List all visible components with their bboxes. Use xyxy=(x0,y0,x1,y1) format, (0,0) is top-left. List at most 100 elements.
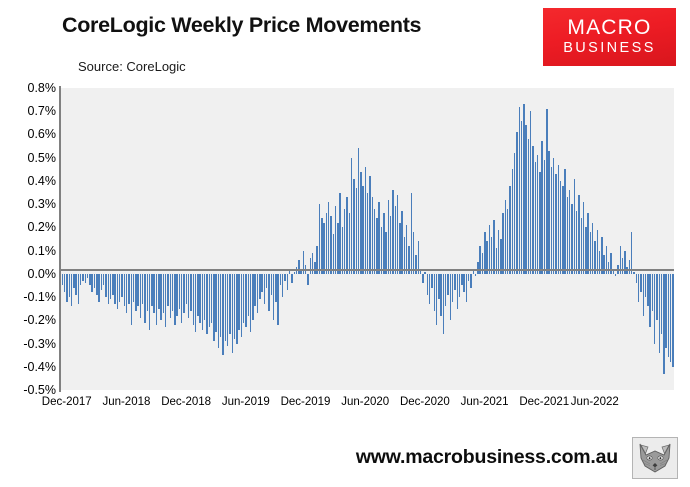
bar xyxy=(160,273,162,321)
bar xyxy=(504,199,507,274)
bar xyxy=(463,273,465,293)
bar xyxy=(194,273,197,332)
bar xyxy=(89,273,91,286)
bar xyxy=(490,236,493,274)
bar xyxy=(527,139,530,274)
logo-text-macro: MACRO xyxy=(567,16,652,40)
bar xyxy=(500,239,502,274)
bar xyxy=(178,273,181,309)
bar xyxy=(288,269,291,274)
bar xyxy=(243,273,245,323)
bar xyxy=(580,218,582,274)
chart-plot: 0.8% 0.7% 0.6% 0.5% 0.4% 0.3% 0.2% 0.1% 0.0% -0.1… xyxy=(0,78,690,408)
bar xyxy=(93,273,96,288)
bar xyxy=(406,225,408,274)
y-axis-tick-label: 0.0% xyxy=(27,266,57,281)
bar xyxy=(282,273,284,298)
bar xyxy=(564,169,566,274)
bar xyxy=(327,201,330,274)
bar xyxy=(176,273,178,316)
bar xyxy=(465,273,468,302)
bar xyxy=(369,176,371,274)
bar xyxy=(660,273,663,335)
bar xyxy=(307,273,309,286)
bar xyxy=(376,218,378,274)
bar xyxy=(426,273,429,295)
bar-series xyxy=(61,88,674,390)
bar xyxy=(330,215,332,274)
bar xyxy=(279,273,282,286)
bar xyxy=(591,222,594,274)
bar xyxy=(116,273,119,309)
bar xyxy=(548,150,550,274)
bar xyxy=(164,273,167,328)
bar xyxy=(449,273,452,321)
x-axis-tick-label: Dec-2018 xyxy=(161,396,212,408)
y-axis-tick-label: -0.3% xyxy=(23,336,56,351)
x-axis-tick-label: Dec-2020 xyxy=(399,396,450,408)
y-axis-tick-label: -0.5% xyxy=(23,383,56,397)
x-axis-tick-label: Dec-2017 xyxy=(41,396,92,408)
bar xyxy=(385,232,387,274)
bar xyxy=(637,273,640,302)
y-axis-tick-label: -0.4% xyxy=(23,359,56,374)
bar xyxy=(468,273,470,281)
bar xyxy=(621,257,624,274)
bar xyxy=(649,273,651,328)
bar xyxy=(169,273,171,318)
bar xyxy=(445,273,447,307)
bar xyxy=(353,178,355,274)
bar xyxy=(371,197,374,274)
bar xyxy=(628,259,631,274)
bar xyxy=(451,273,454,302)
bar xyxy=(293,271,295,274)
y-axis-tick-label: 0.6% xyxy=(27,127,57,142)
bar xyxy=(181,273,183,323)
bar xyxy=(66,273,68,302)
x-axis-tick-label: Jun-2019 xyxy=(221,396,270,408)
bar xyxy=(155,273,158,325)
bar xyxy=(484,232,486,274)
bar xyxy=(63,273,66,293)
bar xyxy=(502,213,504,274)
bar xyxy=(146,273,149,311)
y-axis-tick-label: 0.2% xyxy=(27,220,57,235)
bar xyxy=(82,273,84,281)
bar xyxy=(631,232,633,274)
bar xyxy=(442,273,445,335)
bar xyxy=(337,222,339,274)
bar xyxy=(477,262,479,274)
bar xyxy=(601,236,603,274)
bar xyxy=(541,141,543,274)
bar xyxy=(318,204,321,274)
bar xyxy=(667,273,670,358)
bar xyxy=(366,192,369,274)
bar xyxy=(139,273,142,318)
bar xyxy=(98,273,100,302)
bar xyxy=(582,201,585,274)
bar xyxy=(321,218,323,274)
bar xyxy=(546,108,548,274)
bar xyxy=(433,273,435,311)
zero-baseline xyxy=(59,269,674,271)
bar xyxy=(109,273,112,300)
bar xyxy=(555,173,557,274)
bar xyxy=(543,160,546,274)
bar xyxy=(497,229,500,274)
bar xyxy=(656,273,658,321)
bar xyxy=(77,273,80,305)
bar xyxy=(148,273,151,330)
bar xyxy=(392,190,394,274)
bar xyxy=(552,157,555,274)
y-axis-tick-label: -0.1% xyxy=(23,290,56,305)
bar xyxy=(245,273,247,328)
bar xyxy=(598,250,601,274)
x-axis-tick-label: Jun-2020 xyxy=(341,396,390,408)
bar xyxy=(380,227,383,274)
bar xyxy=(100,273,103,291)
bar xyxy=(171,273,174,311)
y-axis-line xyxy=(59,86,61,392)
bar xyxy=(220,273,222,337)
bar xyxy=(270,273,272,295)
bar xyxy=(190,273,192,311)
